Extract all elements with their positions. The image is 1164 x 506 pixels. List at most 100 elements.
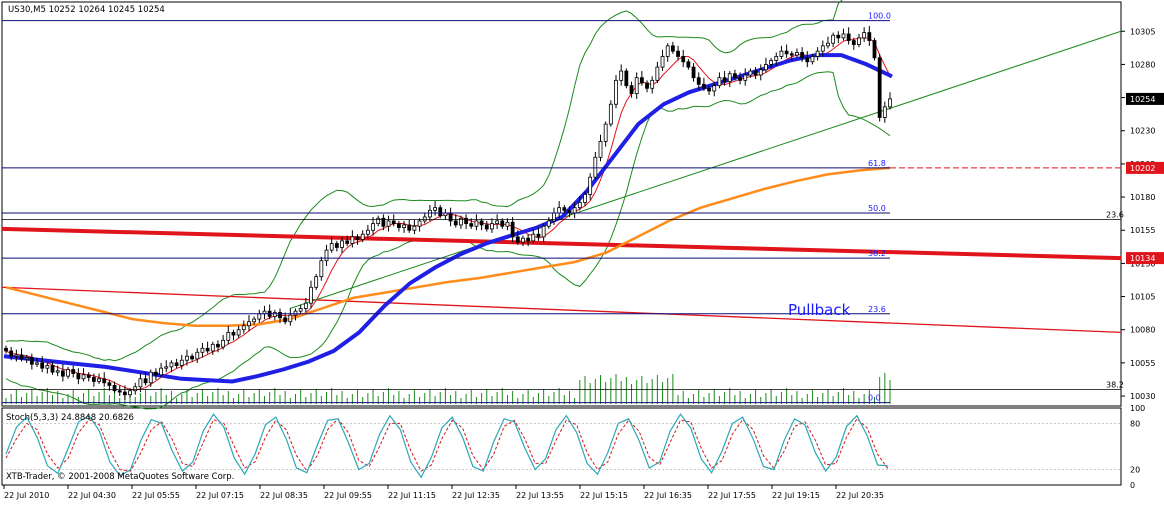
- fib-level-label: 0.0: [868, 394, 881, 403]
- candle-body: [376, 217, 381, 225]
- candle-body: [841, 33, 846, 39]
- candle-body: [490, 223, 494, 230]
- candle-body: [862, 32, 867, 39]
- candle-body: [123, 391, 127, 396]
- candle-body: [707, 87, 711, 92]
- candle-body: [86, 374, 91, 378]
- candle-body: [619, 70, 624, 81]
- candle-body: [691, 66, 696, 79]
- price-tick-label: 10305: [1130, 27, 1155, 36]
- candle-body: [334, 243, 339, 248]
- fibonacci-levels: 100.0 61.8 50.0 38.2 23.6 0.0 23.6 38.2: [2, 12, 1124, 404]
- candle-body: [185, 355, 189, 361]
- candle-body: [438, 207, 443, 217]
- candle-body: [340, 240, 344, 248]
- candle-body: [572, 207, 577, 214]
- candle-body: [774, 56, 779, 61]
- candle-body: [614, 79, 618, 105]
- candle-body: [459, 217, 463, 226]
- candle-body: [722, 77, 727, 83]
- candle-body: [174, 362, 179, 366]
- candle-body: [469, 223, 474, 227]
- sma-200-line: [5, 166, 891, 327]
- candle-body: [231, 331, 236, 336]
- candle-body: [588, 176, 593, 195]
- fib-level-label: 23.6: [868, 305, 886, 314]
- time-tick-label: 22 Jul 19:15: [772, 491, 820, 500]
- candle-body: [19, 354, 24, 360]
- candle-body: [583, 194, 587, 203]
- candle-body: [386, 220, 391, 227]
- candle-body: [24, 357, 29, 360]
- candle-body: [29, 357, 34, 365]
- red-thick-line: [1, 226, 1122, 261]
- trend-line: [289, 30, 1122, 309]
- candle-body: [526, 237, 531, 242]
- candle-body: [851, 40, 856, 45]
- candle-body: [789, 53, 794, 56]
- red-thin-line: [1, 286, 1122, 334]
- time-tick-label: 22 Jul 20:35: [836, 491, 884, 500]
- stoch-signal-line: [5, 418, 889, 472]
- candle-body: [371, 223, 375, 231]
- candle-body: [210, 343, 215, 352]
- time-tick-label: 22 Jul 12:35: [452, 491, 500, 500]
- candle-body: [66, 369, 70, 377]
- candle-body: [319, 260, 324, 278]
- candle-body: [479, 220, 484, 226]
- candle-body: [381, 217, 386, 227]
- candle-body: [629, 85, 634, 95]
- candle-body: [810, 56, 815, 63]
- bollinger-bands: [5, 0, 891, 410]
- price-tick-label: 10230: [1130, 127, 1155, 136]
- price-labels: 10254 10202 10134: [1126, 92, 1164, 265]
- candle-body: [329, 243, 334, 251]
- candle-body: [577, 201, 582, 209]
- candle-body: [655, 66, 660, 81]
- candle-body: [164, 366, 169, 369]
- candle-body: [169, 362, 174, 368]
- candle-body: [712, 85, 717, 92]
- candle-body: [148, 371, 153, 384]
- candle-body: [14, 354, 19, 357]
- candle-body: [195, 351, 200, 360]
- time-tick-label: 22 Jul 05:55: [132, 491, 180, 500]
- candle-body: [624, 70, 629, 87]
- candle-body: [190, 355, 195, 360]
- candle-body: [877, 57, 882, 118]
- candle-body: [758, 69, 763, 76]
- candle-body: [35, 362, 39, 365]
- candle-body: [872, 40, 877, 59]
- candle-body: [138, 378, 143, 388]
- candle-body: [71, 369, 76, 374]
- candle-body: [800, 52, 805, 59]
- price-tick-label: 10030: [1130, 392, 1155, 401]
- candle-body: [515, 236, 520, 243]
- candle-body: [360, 233, 365, 240]
- candle-body: [541, 225, 546, 238]
- candle-body: [428, 209, 432, 218]
- candle-body: [474, 220, 479, 227]
- candle-body: [660, 56, 665, 68]
- fib-level-label: 50.0: [868, 204, 886, 213]
- stochastic-panel: 100 80 20 0: [2, 404, 1145, 490]
- candle-body: [836, 34, 841, 39]
- candle-body: [298, 308, 303, 312]
- candle-body: [107, 382, 112, 386]
- candle-body: [355, 236, 360, 240]
- stoch-tick-label: 0: [1130, 481, 1135, 490]
- candle-body: [205, 347, 210, 352]
- candle-body: [820, 45, 825, 52]
- time-tick-label: 22 Jul 04:30: [68, 491, 116, 500]
- price-label: 10254: [1130, 95, 1155, 104]
- candle-body: [200, 347, 205, 353]
- candle-body: [396, 223, 401, 228]
- stoch-tick-label: 80: [1130, 419, 1140, 428]
- grid-layer: [1, 1, 1122, 486]
- price-label-box: [1126, 92, 1164, 105]
- candle-body: [727, 73, 732, 83]
- candle-body: [769, 60, 773, 65]
- candle-body: [50, 365, 55, 373]
